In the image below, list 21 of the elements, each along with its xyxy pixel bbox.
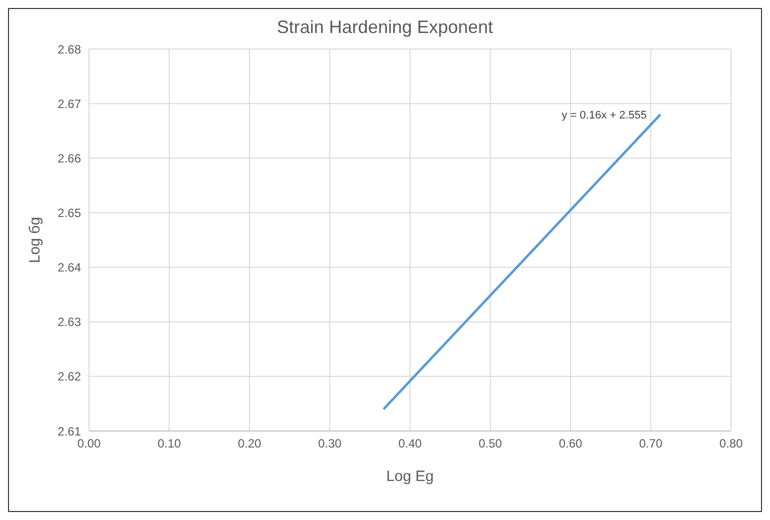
y-tick-label: 2.65 [58,206,82,220]
y-tick-label: 2.67 [58,96,82,111]
x-tick-label: 0.80 [719,436,743,451]
y-tick-label: 2.64 [58,260,82,275]
x-tick-label: 0.40 [398,436,422,451]
y-tick-label: 2.61 [58,424,82,438]
x-tick-label: 0.10 [158,436,182,451]
annotation: y = 0.16x + 2.555 [562,109,647,122]
x-tick-label: 0.30 [318,436,342,451]
x-tick-label: 0.50 [478,436,502,451]
y-tick-label: 2.66 [58,151,82,166]
y-tick-label: 2.63 [58,315,82,330]
chart-title: Strain Hardening Exponent [276,17,494,38]
y-tick-label: 2.62 [58,370,82,384]
x-tick-label: 0.20 [238,436,262,451]
x-tick-label: 0.00 [77,436,101,451]
y-tick-label: 2.68 [58,42,82,56]
x-tick-label: 0.70 [639,436,663,451]
x-tick-label: 0.60 [558,436,582,451]
y-axis-title: Log бg [26,216,44,264]
x-axis-title: Log Eg [386,468,434,485]
